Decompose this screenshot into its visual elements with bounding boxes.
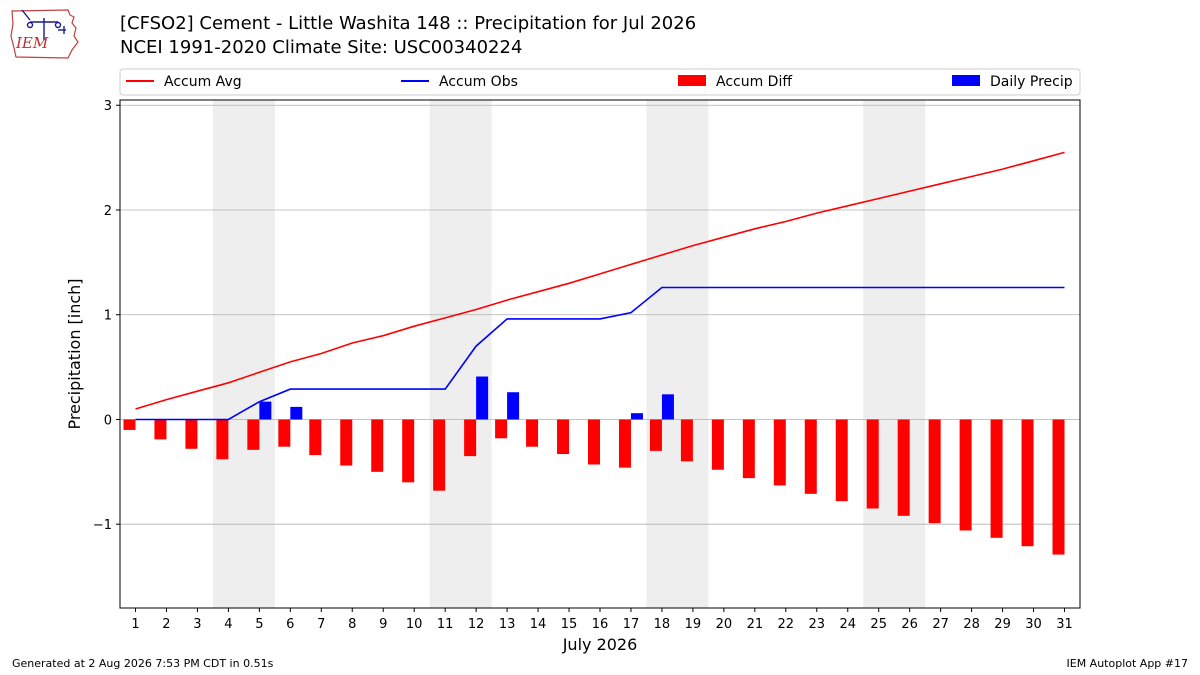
x-tick-label: 1 <box>131 617 139 632</box>
footer-app-text: IEM Autoplot App #17 <box>1066 657 1189 670</box>
accum-diff-bar <box>680 419 693 462</box>
x-tick-label: 4 <box>224 617 232 632</box>
x-tick-label: 15 <box>561 617 578 632</box>
accum-diff-bar <box>247 419 260 450</box>
weekend-shade-1 <box>212 100 275 608</box>
accum-diff-bar <box>588 419 600 465</box>
accum-diff-bar <box>185 419 198 449</box>
x-tick-label: 3 <box>193 617 201 632</box>
accum-obs-line <box>135 286 1065 421</box>
x-tick-label: 9 <box>379 617 387 632</box>
accum-diff-bar <box>557 419 570 455</box>
chart-title-line1: [CFSO2] Cement - Little Washita 148 :: P… <box>120 13 697 34</box>
legend-swatch-daily-precip <box>952 75 980 86</box>
accum-diff-bar <box>649 419 662 451</box>
legend-label-daily-precip: Daily Precip <box>990 74 1073 90</box>
accum-diff-bar <box>402 419 415 483</box>
accum-diff-bar <box>773 419 786 486</box>
x-tick-label: 16 <box>592 617 609 632</box>
x-tick-label: 19 <box>685 617 702 632</box>
accum-diff-bar <box>340 419 353 466</box>
x-tick-label: 23 <box>809 617 826 632</box>
x-tick-label: 17 <box>623 617 640 632</box>
x-tick-label: 18 <box>654 617 671 632</box>
x-tick-label: 20 <box>716 617 733 632</box>
accum-diff-bar <box>990 419 1003 538</box>
y-tick-label: 0 <box>104 413 112 428</box>
accum-diff-bar <box>742 419 755 479</box>
accum-diff-bar <box>866 419 879 509</box>
accum-diff-bar <box>154 419 167 440</box>
accum-diff-bar <box>1021 419 1034 547</box>
x-tick-label: 10 <box>406 617 423 632</box>
accum-diff-bar <box>835 419 848 502</box>
weekend-shade-3 <box>646 100 709 608</box>
chart-title-line2: NCEI 1991-2020 Climate Site: USC00340224 <box>120 37 523 58</box>
x-tick-label: 5 <box>255 617 263 632</box>
x-tick-label: 8 <box>348 617 356 632</box>
accum-diff-bar <box>278 419 291 447</box>
x-tick-label: 6 <box>286 617 294 632</box>
daily-precip-bar <box>630 413 643 420</box>
accum-diff-bar <box>711 419 724 470</box>
accum-diff-bar <box>216 419 229 460</box>
y-tick-label: −1 <box>93 518 112 533</box>
x-tick-label: 31 <box>1056 617 1073 632</box>
accum-diff-bar <box>959 419 972 531</box>
x-tick-label: 27 <box>932 617 949 632</box>
accum-diff-bar <box>526 419 539 447</box>
legend-label-accum-diff: Accum Diff <box>716 74 792 90</box>
footer-generated-text: Generated at 2 Aug 2026 7:53 PM CDT in 0… <box>12 657 274 670</box>
daily-precip-bar <box>507 392 520 420</box>
x-tick-label: 21 <box>747 617 764 632</box>
legend-box <box>119 68 1081 96</box>
accum-diff-bar <box>618 419 631 468</box>
x-tick-label: 25 <box>870 617 887 632</box>
accum-diff-bar <box>495 419 508 439</box>
x-tick-label: 30 <box>1025 617 1042 632</box>
accum-diff-bar <box>897 419 910 516</box>
y-axis-label: Precipitation [inch] <box>65 278 84 429</box>
legend-label-accum-obs: Accum Obs <box>439 74 518 90</box>
weekend-shade-4 <box>863 100 926 608</box>
x-tick-label: 7 <box>317 617 325 632</box>
accum-diff-bar <box>804 419 817 494</box>
y-tick-label: 1 <box>104 309 112 324</box>
x-tick-label: 13 <box>499 617 516 632</box>
y-tick-label: 2 <box>104 204 112 219</box>
legend-swatch-accum-diff <box>678 75 706 86</box>
daily-precip-bar <box>290 406 303 420</box>
x-tick-label: 12 <box>468 617 485 632</box>
weather-station-icon <box>21 9 66 40</box>
x-tick-label: 24 <box>839 617 856 632</box>
x-tick-label: 22 <box>778 617 795 632</box>
iem-logo: IEM <box>10 9 79 59</box>
accum-diff-bar <box>371 419 384 472</box>
accum-diff-bar <box>123 419 136 430</box>
x-tick-label: 14 <box>530 617 547 632</box>
daily-precip-bar <box>476 376 489 420</box>
accum-diff-bar <box>309 419 322 456</box>
accum-diff-bar <box>1052 419 1065 555</box>
daily-precip-bar <box>661 394 674 420</box>
x-tick-label: 11 <box>437 617 454 632</box>
iowa-outline-shape <box>10 9 79 59</box>
legend: Accum Avg Accum Obs Accum Diff Daily Precip <box>119 68 1081 96</box>
accum-avg-line <box>135 151 1065 410</box>
y-tick-label: 3 <box>104 99 112 114</box>
x-tick-label: 2 <box>162 617 170 632</box>
x-axis-label: July 2026 <box>562 635 638 654</box>
logo-text: IEM <box>15 34 49 52</box>
weekend-shade-2 <box>429 100 492 608</box>
daily-precip-bar <box>259 401 272 420</box>
accum-diff-bar <box>928 419 941 524</box>
x-tick-label: 28 <box>963 617 980 632</box>
x-tick-label: 29 <box>994 617 1011 632</box>
accum-diff-bar <box>464 419 477 457</box>
accum-diff-bar <box>433 419 446 491</box>
x-tick-label: 26 <box>901 617 918 632</box>
legend-label-accum-avg: Accum Avg <box>164 74 242 90</box>
